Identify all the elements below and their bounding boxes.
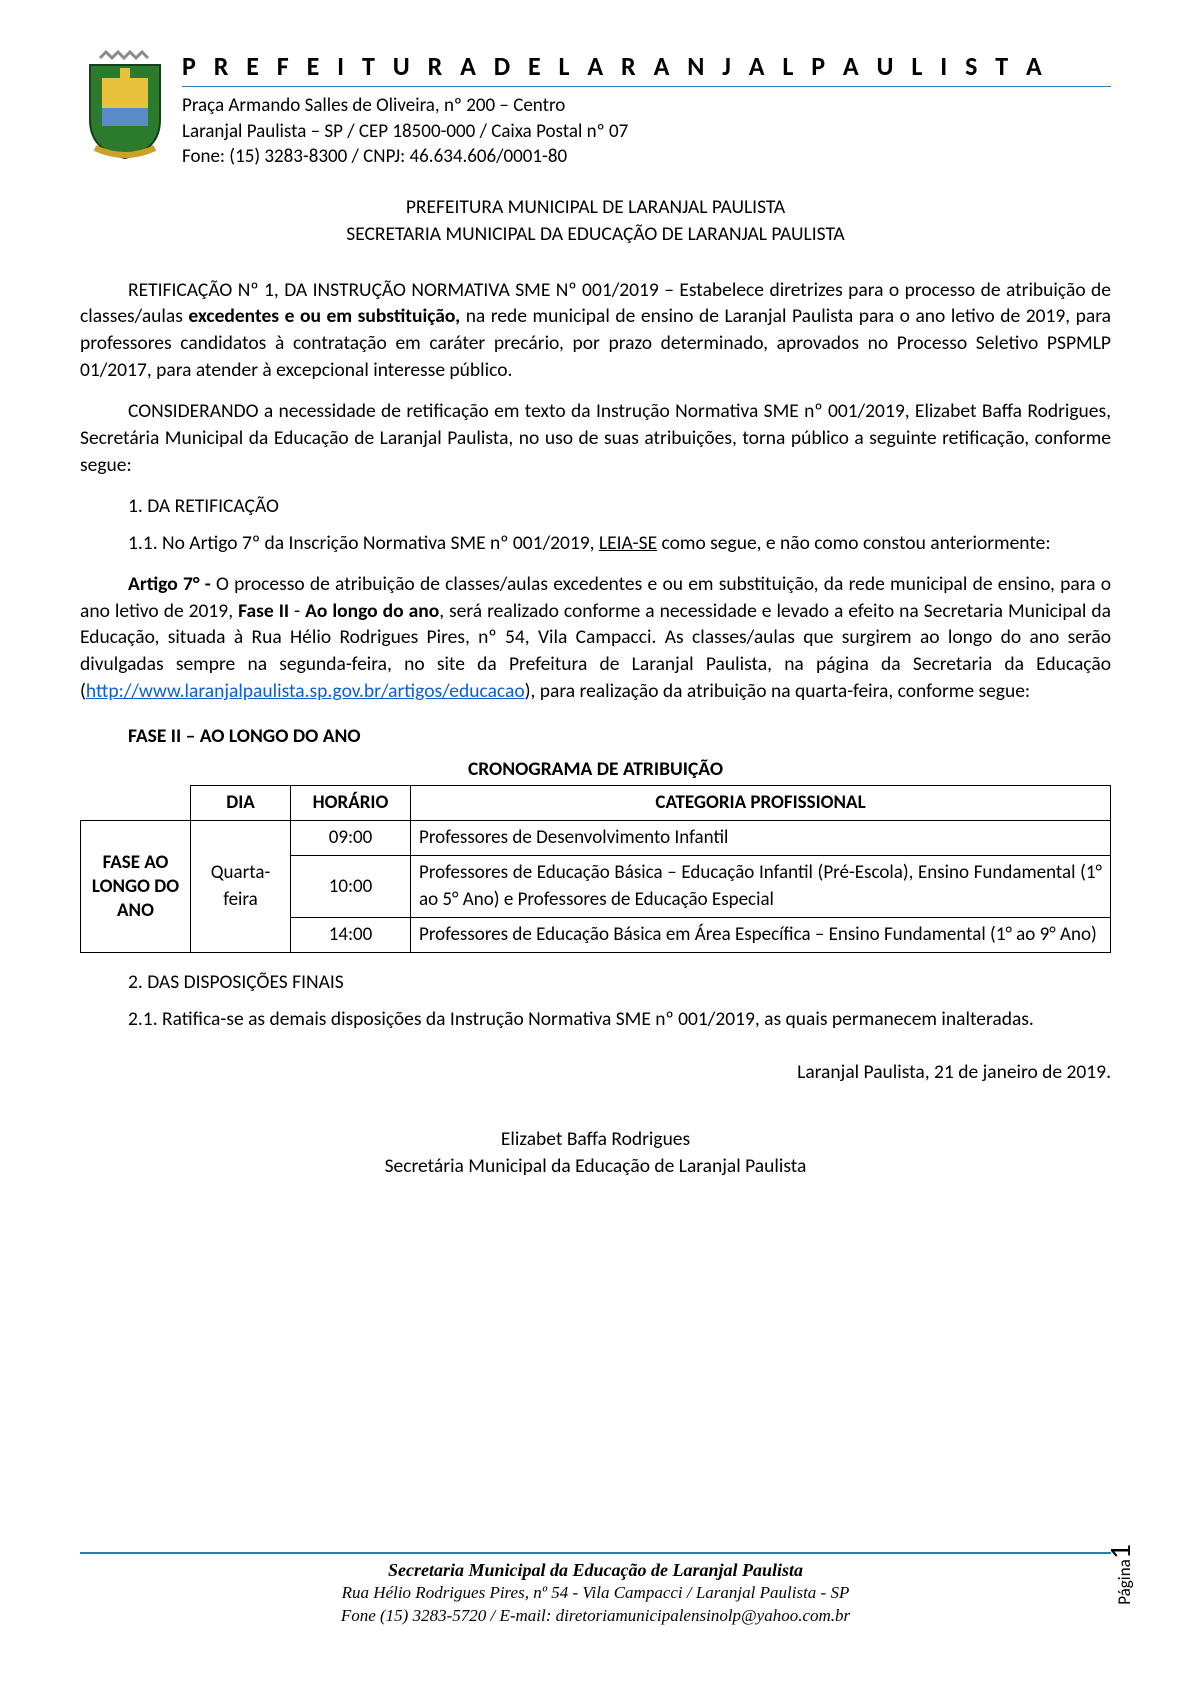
date-place: Laranjal Paulista, 21 de janeiro de 2019… — [80, 1059, 1111, 1086]
page-label: Página — [1114, 1559, 1135, 1605]
signatory-role: Secretária Municipal da Educação de Lara… — [80, 1153, 1111, 1180]
section-1-1: 1.1. No Artigo 7º da Inscrição Normativa… — [128, 530, 1111, 557]
table-title: CRONOGRAMA DE ATRIBUIÇÃO — [80, 756, 1111, 783]
footer-line-1: Secretaria Municipal da Educação de Lara… — [80, 1558, 1111, 1582]
p1-bold: excedentes e ou em substituição, — [188, 304, 460, 328]
address-line-3: Fone: (15) 3283-8300 / CNPJ: 46.634.606/… — [182, 144, 1111, 170]
letterhead-text: P R E F E I T U R A D E L A R A N J A L … — [182, 50, 1111, 170]
table-header-row: DIA HORÁRIO CATEGORIA PROFISSIONAL — [81, 786, 1111, 821]
section-2-heading: 2. DAS DISPOSIÇÕES FINAIS — [128, 969, 1111, 996]
subtitle-line-1: PREFEITURA MUNICIPAL DE LARANJAL PAULIST… — [80, 194, 1111, 221]
dia-cell: Quarta-feira — [191, 821, 291, 953]
article-7: Artigo 7° - O processo de atribuição de … — [80, 571, 1111, 706]
blank-header — [81, 786, 191, 821]
s11-post: como segue, e não como constou anteriorm… — [657, 531, 1050, 555]
signature-block: Elizabet Baffa Rodrigues Secretária Muni… — [80, 1126, 1111, 1180]
education-link[interactable]: http://www.laranjalpaulista.sp.gov.br/ar… — [86, 679, 525, 703]
phase-cell: FASE AO LONGO DO ANO — [81, 821, 191, 953]
section-2-1: 2.1. Ratifica-se as demais disposições d… — [80, 1006, 1111, 1033]
col-dia: DIA — [191, 786, 291, 821]
subtitle-line-2: SECRETARIA MUNICIPAL DA EDUCAÇÃO DE LARA… — [80, 221, 1111, 248]
signatory-name: Elizabet Baffa Rodrigues — [80, 1126, 1111, 1153]
body: RETIFICAÇÃO Nº 1, DA INSTRUÇÃO NORMATIVA… — [80, 277, 1111, 1180]
schedule-table: DIA HORÁRIO CATEGORIA PROFISSIONAL FASE … — [80, 785, 1111, 953]
cat-cell-0: Professores de Desenvolvimento Infantil — [411, 821, 1111, 856]
s11-underline: LEIA-SE — [599, 531, 657, 555]
art7-bold1: Fase II — [238, 599, 289, 623]
art7-dash: - — [289, 599, 305, 623]
footer: Secretaria Municipal da Educação de Lara… — [80, 1552, 1111, 1628]
art7-label: Artigo 7° - — [128, 572, 216, 596]
address-line-2: Laranjal Paulista – SP / CEP 18500-000 /… — [182, 119, 1111, 145]
col-categoria: CATEGORIA PROFISSIONAL — [411, 786, 1111, 821]
hora-cell-2: 14:00 — [291, 917, 411, 952]
col-horario: HORÁRIO — [291, 786, 411, 821]
subtitle-block: PREFEITURA MUNICIPAL DE LARANJAL PAULIST… — [80, 194, 1111, 249]
hora-cell-0: 09:00 — [291, 821, 411, 856]
art7-post: ), para realização da atribuição na quar… — [525, 679, 1031, 703]
cat-cell-2: Professores de Educação Básica em Área E… — [411, 917, 1111, 952]
org-title: P R E F E I T U R A D E L A R A N J A L … — [182, 50, 1111, 87]
table-row: FASE AO LONGO DO ANO Quarta-feira 09:00 … — [81, 821, 1111, 856]
crest-icon — [80, 50, 170, 160]
s11-pre: 1.1. No Artigo 7º da Inscrição Normativa… — [128, 531, 599, 555]
art7-bold2: Ao longo do ano — [305, 599, 439, 623]
letterhead: P R E F E I T U R A D E L A R A N J A L … — [80, 50, 1111, 170]
paragraph-2: CONSIDERANDO a necessidade de retificaçã… — [80, 398, 1111, 479]
footer-line-3: Fone (15) 3283-5720 / E-mail: diretoriam… — [80, 1605, 1111, 1628]
paragraph-1: RETIFICAÇÃO Nº 1, DA INSTRUÇÃO NORMATIVA… — [80, 277, 1111, 385]
section-1-heading: 1. DA RETIFICAÇÃO — [128, 493, 1111, 520]
phase-heading: FASE II – AO LONGO DO ANO — [128, 723, 1111, 750]
footer-line-2: Rua Hélio Rodrigues Pires, nº 54 - Vila … — [80, 1582, 1111, 1605]
cat-cell-1: Professores de Educação Básica – Educaçã… — [411, 856, 1111, 917]
address-line-1: Praça Armando Salles de Oliveira, nº 200… — [182, 93, 1111, 119]
hora-cell-1: 10:00 — [291, 856, 411, 917]
